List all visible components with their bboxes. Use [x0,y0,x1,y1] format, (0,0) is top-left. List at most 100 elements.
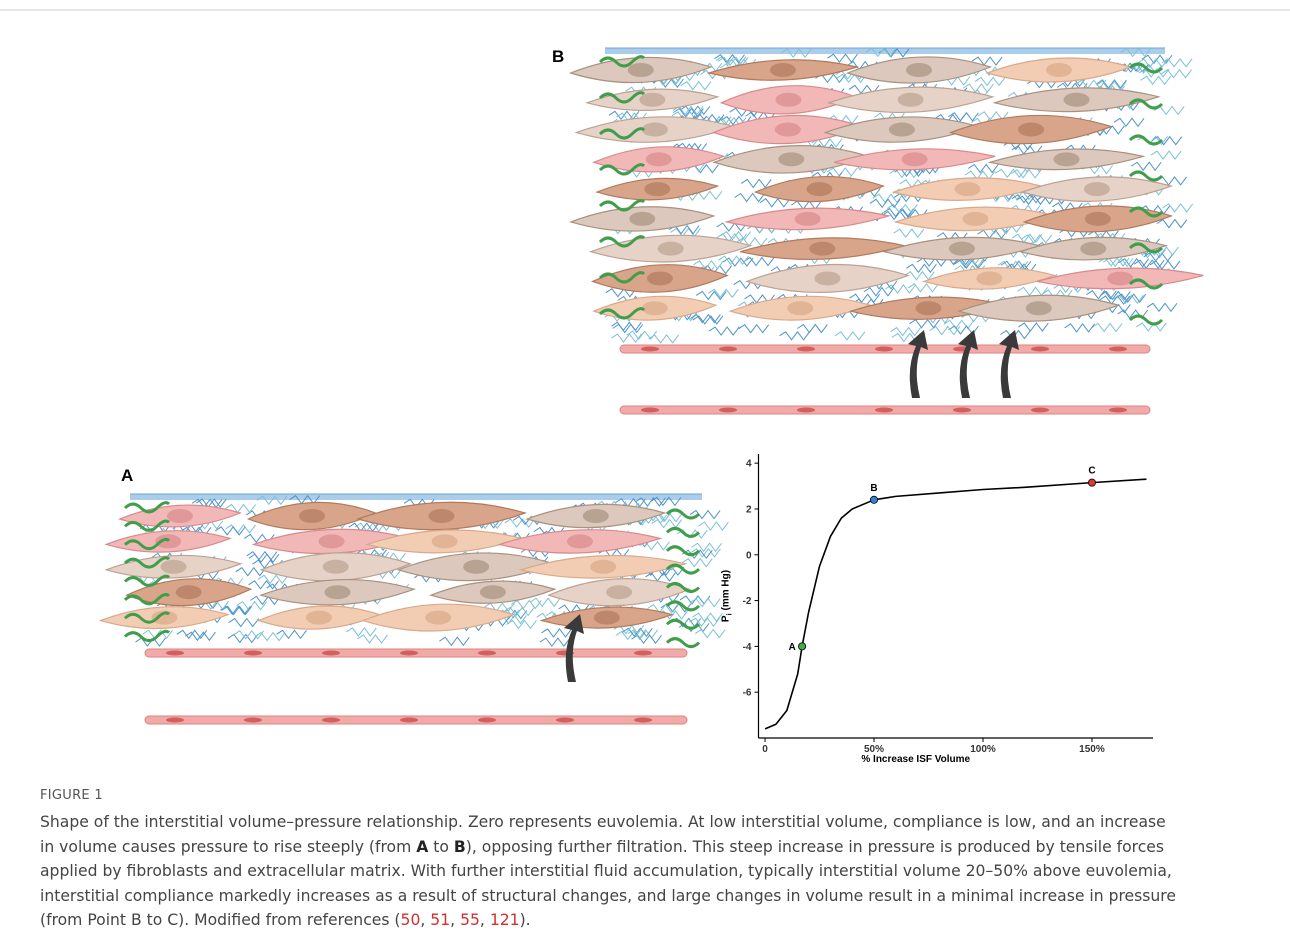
x-tick-label: 100% [970,744,996,755]
fibril [598,271,646,284]
fiber [227,633,259,644]
nucleus [175,585,202,600]
endothelial-nucleus [1109,407,1127,413]
caption-bold: A [416,837,429,856]
fiber [836,73,867,84]
fiber [797,323,828,334]
nucleus [431,534,458,549]
fiber [250,595,281,606]
fiber [692,315,724,325]
nucleus [629,211,656,226]
fiber [738,323,770,334]
nucleus [806,182,833,197]
fiber [1151,135,1183,146]
panel-label: A [121,466,133,485]
caption-text: applied by fibroblasts and extracellular… [40,862,1172,881]
fiber [1016,195,1047,206]
fiber [256,495,288,506]
fiber [225,503,257,514]
fiber [681,549,713,560]
fiber [679,105,711,116]
nucleus [166,509,193,523]
x-tick-label: 150% [1079,744,1105,755]
fiber [722,257,754,267]
endothelial-nucleus [1109,346,1127,352]
endothelial-nucleus [641,346,659,352]
fiber [1133,259,1165,270]
nucleus [1053,152,1080,167]
reference-link[interactable]: 55 [460,911,480,930]
endothelial-nucleus [166,650,184,656]
fiber [693,259,724,270]
fiber [1010,168,1042,179]
nucleus [318,534,345,549]
fiber [235,566,267,577]
fiber [246,550,278,561]
fiber [276,629,307,640]
fibril [598,127,646,140]
nucleus [774,122,801,137]
fibril [665,545,701,557]
reference-link[interactable]: 121 [489,911,520,930]
x-axis-title: % Increase ISF Volume [861,754,970,765]
fiber [893,228,925,238]
point-label: C [1088,466,1095,477]
endothelial-nucleus [166,717,184,723]
nucleus [305,610,332,625]
nucleus [425,610,452,625]
fiber [893,192,925,203]
fiber [967,163,999,174]
nucleus [1045,63,1072,77]
fiber [890,326,922,337]
nucleus [1107,271,1134,286]
fiber [1064,323,1095,333]
fiber [865,47,897,58]
fibril [665,618,701,630]
fiber [135,637,166,647]
fiber [503,606,535,617]
point [870,495,879,504]
fibril [598,199,646,212]
fiber [375,552,406,563]
nucleus [566,534,593,549]
fiber [849,293,881,304]
nucleus [976,271,1003,286]
fiber [1135,322,1167,332]
fibril [665,637,701,649]
fiber [904,270,935,281]
fiber [878,48,910,58]
fiber [191,498,223,509]
fiber [963,83,994,93]
endothelial-nucleus [478,717,496,723]
fiber [484,602,515,612]
fiber [611,333,642,343]
endothelial-nucleus [641,407,659,413]
fiber [694,628,726,639]
reference-link[interactable]: 50 [400,911,421,930]
fiber [1096,80,1127,91]
fibril [665,582,701,593]
fibril [123,574,171,587]
fiber [612,323,644,334]
fiber [718,255,749,266]
fibril [598,163,646,176]
fibril [1128,134,1164,146]
fiber [1137,58,1169,68]
fibril [1128,170,1164,182]
endothelial-nucleus [719,407,737,413]
caption-bold: B [453,837,466,856]
arrow [564,614,584,682]
endothelial-nucleus [478,650,496,656]
fibril [123,556,171,569]
fiber [1118,257,1150,268]
reference-link[interactable]: 51 [430,911,451,930]
caption-text: (from Point B to C). Modified from refer… [40,911,401,930]
fiber [504,518,536,528]
nucleus [778,152,805,167]
fiber [826,167,858,177]
nucleus [151,610,178,625]
nucleus [794,211,821,226]
point [1087,478,1096,487]
nucleus [1063,92,1090,107]
nucleus [641,301,668,316]
